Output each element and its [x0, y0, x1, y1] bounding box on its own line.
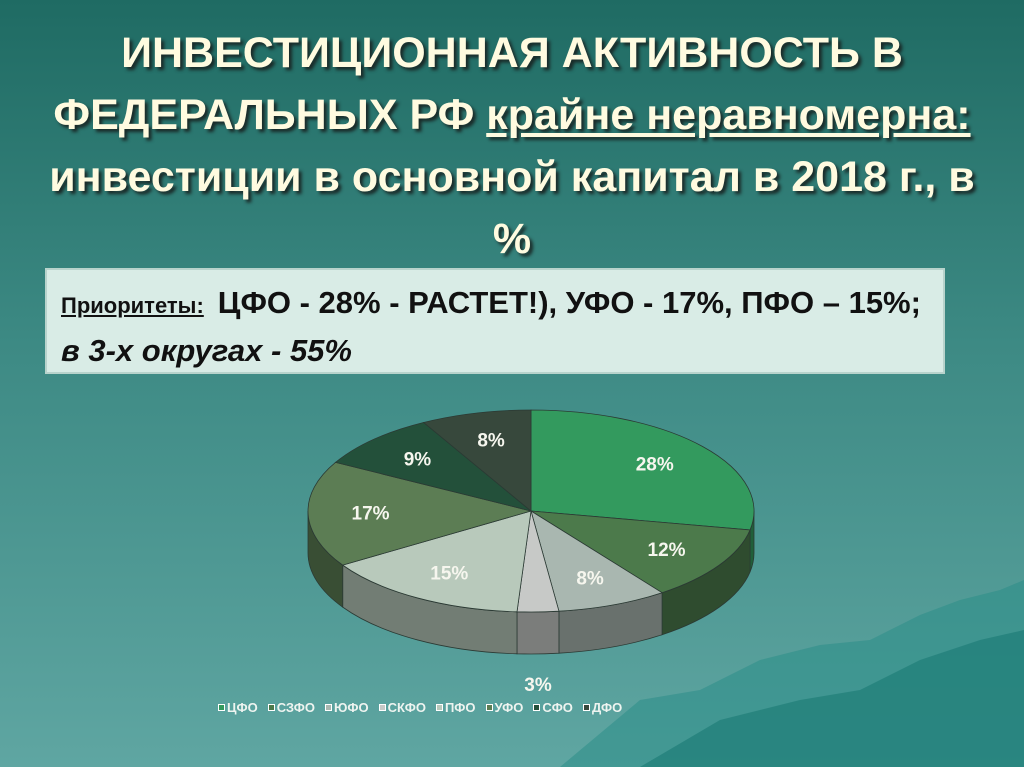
legend-swatch: [435, 703, 443, 711]
slide-title: ИНВЕСТИЦИОННАЯ АКТИВНОСТЬ В ФЕДЕРАЛЬНЫХ …: [40, 22, 984, 270]
legend-swatch: [324, 703, 332, 711]
legend-swatch: [218, 703, 225, 711]
legend-swatch: [582, 703, 590, 711]
legend-item-ЮФО: ЮФО: [324, 699, 369, 715]
legend-item-УФО: УФО: [485, 699, 524, 715]
pie-slice-ЮФО: [530, 510, 664, 612]
pie-slice-ПФО: [341, 510, 532, 613]
pie-label-СЗФО: 12%: [648, 540, 686, 561]
title-part-1: ИНВЕСТИЦИОННАЯ АКТИВНОСТЬ В ФЕДЕРАЛЬНЫХ …: [53, 29, 903, 139]
pie-slice-ДФО: [422, 409, 532, 512]
legend-label: ЮФО: [333, 699, 369, 715]
priorities-italic: в 3-х округах - 55%: [61, 333, 352, 368]
pie-label-ЮФО: 8%: [576, 569, 604, 590]
pie-slice-ЦФО: [530, 409, 755, 531]
pie-label-УФО: 17%: [352, 503, 390, 524]
pie-label-СКФО: 3%: [524, 675, 552, 696]
legend-swatch: [533, 703, 541, 711]
title-underlined: крайне неравномерна:: [486, 91, 971, 139]
legend-swatch: [378, 703, 386, 711]
legend-item-ДФО: ДФО: [582, 699, 623, 715]
legend-swatch: [485, 703, 493, 711]
legend-label: ПФО: [444, 699, 476, 715]
pie-label-ЦФО: 28%: [636, 455, 674, 476]
legend-label: ЦФО: [227, 699, 258, 715]
pie-label-СФО: 9%: [404, 450, 432, 471]
pie-label-ПФО: 15%: [430, 564, 468, 585]
legend-item-СКФО: СКФО: [378, 699, 426, 715]
title-part-2: инвестиции в основной капитал в 2018 г.,…: [49, 153, 975, 263]
legend-label: СЗФО: [276, 699, 315, 715]
legend-label: УФО: [494, 699, 524, 715]
chart-legend: ЦФО СЗФО ЮФО СКФО ПФО УФО СФО ДФО: [218, 697, 622, 717]
pie-side-СКФО: [516, 610, 560, 655]
legend-item-СФО: СФО: [533, 700, 573, 715]
priorities-text: ЦФО - 28% - РАСТЕТ!), УФО - 17%, ПФО – 1…: [217, 285, 921, 320]
legend-label: СКФО: [387, 699, 426, 715]
priorities-box: Приоритеты: ЦФО - 28% - РАСТЕТ!), УФО - 1…: [45, 268, 945, 374]
priorities-label: Приоритеты:: [61, 293, 204, 318]
legend-label: СФО: [542, 699, 573, 715]
pie-slice-СФО: [334, 422, 532, 512]
legend-item-СЗФО: СЗФО: [267, 699, 315, 715]
legend-swatch: [267, 703, 275, 711]
legend-item-ЦФО: ЦФО: [218, 700, 258, 715]
pie-label-ДФО: 8%: [477, 431, 505, 452]
legend-label: ДФО: [591, 699, 623, 715]
legend-item-ПФО: ПФО: [435, 699, 476, 715]
pie-slice-СЗФО: [530, 510, 751, 594]
pie-slice-УФО: [307, 461, 533, 566]
